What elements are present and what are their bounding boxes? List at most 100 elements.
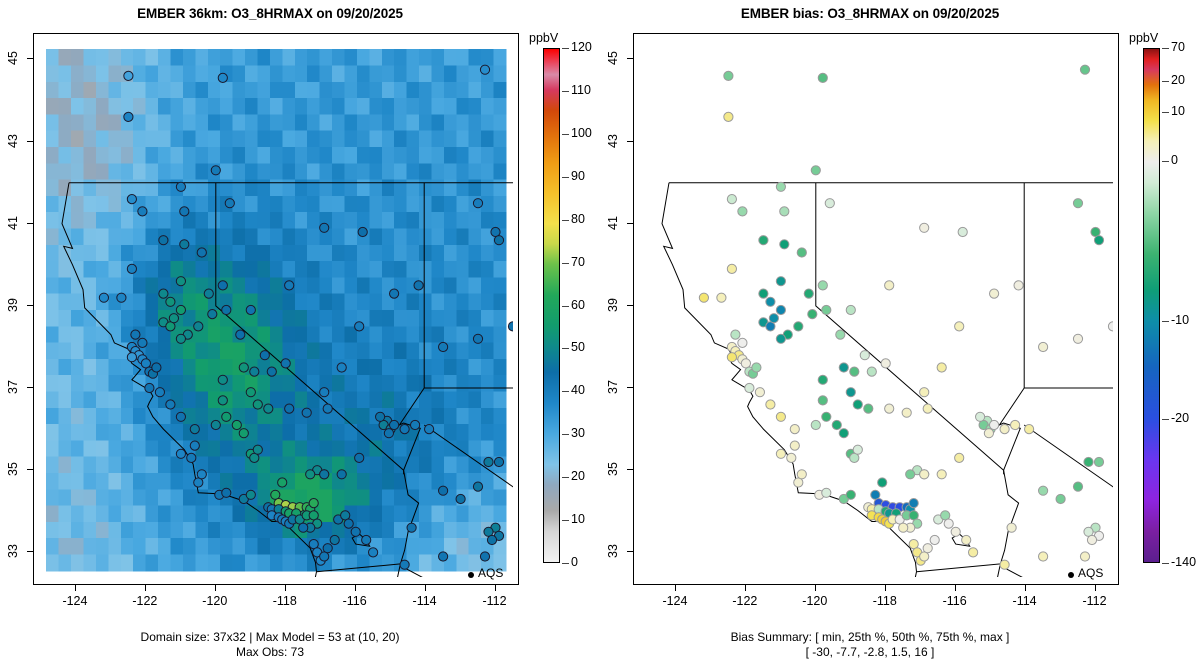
colorbar-tick-label: 100 xyxy=(571,125,592,140)
colorbar-tick-label: 60 xyxy=(571,297,585,312)
colorbar-tick-label: 50 xyxy=(571,340,585,355)
colorbar-tick xyxy=(562,90,569,92)
colorbar-tick xyxy=(562,563,569,564)
colorbar-tick xyxy=(562,219,569,221)
y-tick xyxy=(27,551,33,553)
right-colorbar-unit: ppbV xyxy=(1129,31,1159,45)
left-colorbar xyxy=(543,48,560,563)
x-tick-label: -124 xyxy=(62,594,88,608)
aqs-legend-label: AQS xyxy=(478,566,504,580)
colorbar-tick-label: 70 xyxy=(571,254,585,269)
x-tick-label: -114 xyxy=(1012,594,1037,608)
colorbar-tick-label: 80 xyxy=(571,211,585,226)
x-tick-label: -122 xyxy=(132,594,158,608)
colorbar-tick-label: 70 xyxy=(1171,40,1185,54)
x-tick xyxy=(744,585,746,591)
x-tick xyxy=(674,585,676,591)
colorbar-tick xyxy=(1162,81,1169,83)
aqs-legend-dot xyxy=(468,572,474,578)
left-colorbar-unit: ppbV xyxy=(529,31,559,45)
y-tick xyxy=(27,140,33,142)
x-tick xyxy=(814,585,816,591)
colorbar-tick xyxy=(1162,563,1169,564)
right-plot-area xyxy=(641,43,1113,577)
y-tick xyxy=(627,551,633,553)
x-tick-label: -118 xyxy=(272,594,297,608)
y-tick-label: 43 xyxy=(606,133,620,148)
colorbar-tick-label: 10 xyxy=(571,512,585,527)
x-tick xyxy=(74,585,76,591)
y-tick-label: 35 xyxy=(606,462,620,477)
y-tick-label: 33 xyxy=(6,544,20,559)
colorbar-tick-label: 110 xyxy=(571,82,591,97)
x-tick-label: -122 xyxy=(732,594,758,608)
right-footer-line1: Bias Summary: [ min, 25th %, 50th %, 75t… xyxy=(730,630,1010,644)
y-tick-label: 37 xyxy=(6,380,20,394)
colorbar-tick xyxy=(562,520,569,522)
x-tick-label: -116 xyxy=(942,594,967,608)
aqs-legend-label-bias: AQS xyxy=(1078,566,1104,580)
aqs-legend-dot-bias xyxy=(1068,572,1074,578)
left-plot-area xyxy=(41,43,513,577)
y-tick-label: 45 xyxy=(6,51,20,66)
y-tick-label: 43 xyxy=(6,133,20,148)
y-tick-label: 45 xyxy=(606,51,620,66)
x-tick-label: -118 xyxy=(872,594,897,608)
y-tick-label: 33 xyxy=(606,544,620,559)
x-tick xyxy=(1094,585,1096,591)
x-tick xyxy=(354,585,356,591)
y-tick xyxy=(627,222,633,224)
model-concentration-map xyxy=(46,49,513,577)
y-tick xyxy=(627,58,633,60)
colorbar-tick xyxy=(562,305,569,307)
colorbar-tick xyxy=(562,133,569,135)
right-panel-title: EMBER bias: O3_8HRMAX on 09/20/2025 xyxy=(740,6,1000,21)
x-tick xyxy=(494,585,496,591)
colorbar-tick xyxy=(562,477,569,479)
colorbar-tick-label: 0 xyxy=(571,555,578,569)
y-tick-label: 37 xyxy=(606,380,620,394)
y-tick xyxy=(27,222,33,224)
right-colorbar xyxy=(1143,48,1160,563)
x-tick-label: -124 xyxy=(662,594,688,608)
right-footer-line2: [ -30, -7.7, -2.8, 1.5, 16 ] xyxy=(805,645,935,659)
colorbar-tick xyxy=(562,176,569,178)
colorbar-tick xyxy=(562,434,569,436)
colorbar-tick xyxy=(1162,161,1169,163)
x-tick xyxy=(424,585,426,591)
left-footer-line1: Domain size: 37x32 | Max Model = 53 at (… xyxy=(140,630,400,644)
y-tick-label: 41 xyxy=(606,215,620,230)
x-tick xyxy=(884,585,886,591)
x-tick xyxy=(954,585,956,591)
colorbar-tick-label: 40 xyxy=(571,383,585,398)
colorbar-tick xyxy=(1162,48,1169,49)
colorbar-tick xyxy=(562,48,569,49)
colorbar-tick xyxy=(1162,320,1169,322)
y-tick-label: 39 xyxy=(606,297,620,312)
left-footer-line2: Max Obs: 73 xyxy=(235,645,305,659)
x-tick xyxy=(284,585,286,591)
colorbar-tick-label: 30 xyxy=(571,426,585,441)
right-plot-frame xyxy=(633,33,1119,585)
colorbar-tick-label: 0 xyxy=(1171,153,1178,168)
x-tick-label: -114 xyxy=(412,594,437,608)
colorbar-tick-label: -20 xyxy=(1171,410,1190,425)
colorbar-tick-label: 10 xyxy=(1171,104,1185,119)
colorbar-tick-label: 120 xyxy=(571,40,592,54)
colorbar-tick xyxy=(562,391,569,393)
colorbar-tick xyxy=(562,348,569,350)
x-tick xyxy=(1024,585,1026,591)
bias-panel: EMBER bias: O3_8HRMAX on 09/20/2025 AQS … xyxy=(600,0,1200,672)
x-tick xyxy=(214,585,216,591)
bias-map xyxy=(641,43,1113,577)
y-tick xyxy=(27,387,33,389)
x-tick-label: -112 xyxy=(1082,594,1107,608)
y-tick xyxy=(627,387,633,389)
y-tick xyxy=(627,469,633,471)
y-tick xyxy=(27,469,33,471)
colorbar-tick-label: 90 xyxy=(571,168,585,183)
x-tick-label: -116 xyxy=(342,594,367,608)
colorbar-tick-label: -140 xyxy=(1171,555,1197,569)
x-tick xyxy=(144,585,146,591)
y-tick-label: 41 xyxy=(6,215,20,230)
